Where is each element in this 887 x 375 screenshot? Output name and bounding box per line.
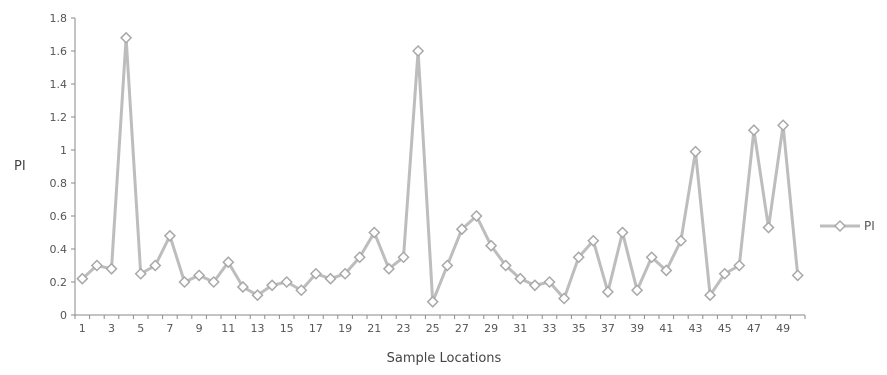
data-point xyxy=(793,270,803,280)
x-tick-label: 17 xyxy=(309,322,323,335)
x-tick-label: 41 xyxy=(659,322,673,335)
x-tick-label: 49 xyxy=(776,322,790,335)
y-tick-label: 0.8 xyxy=(50,177,68,190)
x-axis: 1 3 5 7 9 11 13 15 17 19 21 23 25 27 29 31 33 35 37 39 41 43 4… xyxy=(75,315,805,335)
x-tick-label: 19 xyxy=(338,322,352,335)
x-tick-label: 3 xyxy=(108,322,115,335)
data-point xyxy=(749,125,759,135)
series-line xyxy=(82,38,797,302)
data-point xyxy=(165,231,175,241)
x-tick-label: 1 xyxy=(79,322,86,335)
x-tick-label: 47 xyxy=(747,322,761,335)
x-tick-label: 29 xyxy=(484,322,498,335)
data-point xyxy=(764,223,774,233)
y-axis: 0 0.2 0.4 0.6 0.8 1 1.2 1.4 1.6 1.8 xyxy=(50,12,76,322)
y-tick-label: 0.2 xyxy=(50,276,68,289)
x-tick-label: 23 xyxy=(397,322,411,335)
x-tick-label: 5 xyxy=(137,322,144,335)
data-point xyxy=(194,270,204,280)
y-tick-label: 0.4 xyxy=(50,243,68,256)
x-tick-label: 35 xyxy=(572,322,586,335)
data-point xyxy=(180,277,190,287)
data-point xyxy=(413,46,423,56)
legend-marker xyxy=(835,221,845,231)
data-point xyxy=(107,264,117,274)
legend-label: PI xyxy=(864,219,875,233)
data-point xyxy=(676,236,686,246)
y-axis-title: PI xyxy=(14,159,26,174)
data-point xyxy=(691,147,701,157)
data-point xyxy=(603,287,613,297)
x-tick-label: 15 xyxy=(280,322,294,335)
y-tick-label: 1.4 xyxy=(50,78,68,91)
data-point xyxy=(778,120,788,130)
y-tick-label: 0 xyxy=(60,309,67,322)
data-point xyxy=(428,297,438,307)
x-tick-label: 27 xyxy=(455,322,469,335)
x-tick-label: 11 xyxy=(221,322,235,335)
y-tick-label: 1.6 xyxy=(50,45,68,58)
x-tick-label: 21 xyxy=(367,322,381,335)
x-tick-label: 33 xyxy=(543,322,557,335)
x-axis-title: Sample Locations xyxy=(387,351,502,366)
x-tick-label: 39 xyxy=(630,322,644,335)
data-point xyxy=(121,33,131,43)
x-tick-label: 7 xyxy=(166,322,173,335)
y-tick-label: 0.6 xyxy=(50,210,68,223)
y-tick-label: 1 xyxy=(60,144,67,157)
series-layer xyxy=(77,33,802,307)
x-tick-label: 31 xyxy=(513,322,527,335)
y-tick-label: 1.8 xyxy=(50,12,68,25)
x-tick-label: 25 xyxy=(426,322,440,335)
x-tick-label: 13 xyxy=(251,322,265,335)
y-tick-label: 1.2 xyxy=(50,111,68,124)
data-point xyxy=(618,228,628,238)
data-point xyxy=(632,285,642,295)
x-tick-label: 45 xyxy=(718,322,732,335)
x-tick-label: 37 xyxy=(601,322,615,335)
x-tick-label: 43 xyxy=(689,322,703,335)
x-tick-label: 9 xyxy=(196,322,203,335)
data-point xyxy=(442,261,452,271)
data-point xyxy=(530,280,540,290)
data-point xyxy=(326,274,336,284)
legend: PI xyxy=(820,219,875,233)
